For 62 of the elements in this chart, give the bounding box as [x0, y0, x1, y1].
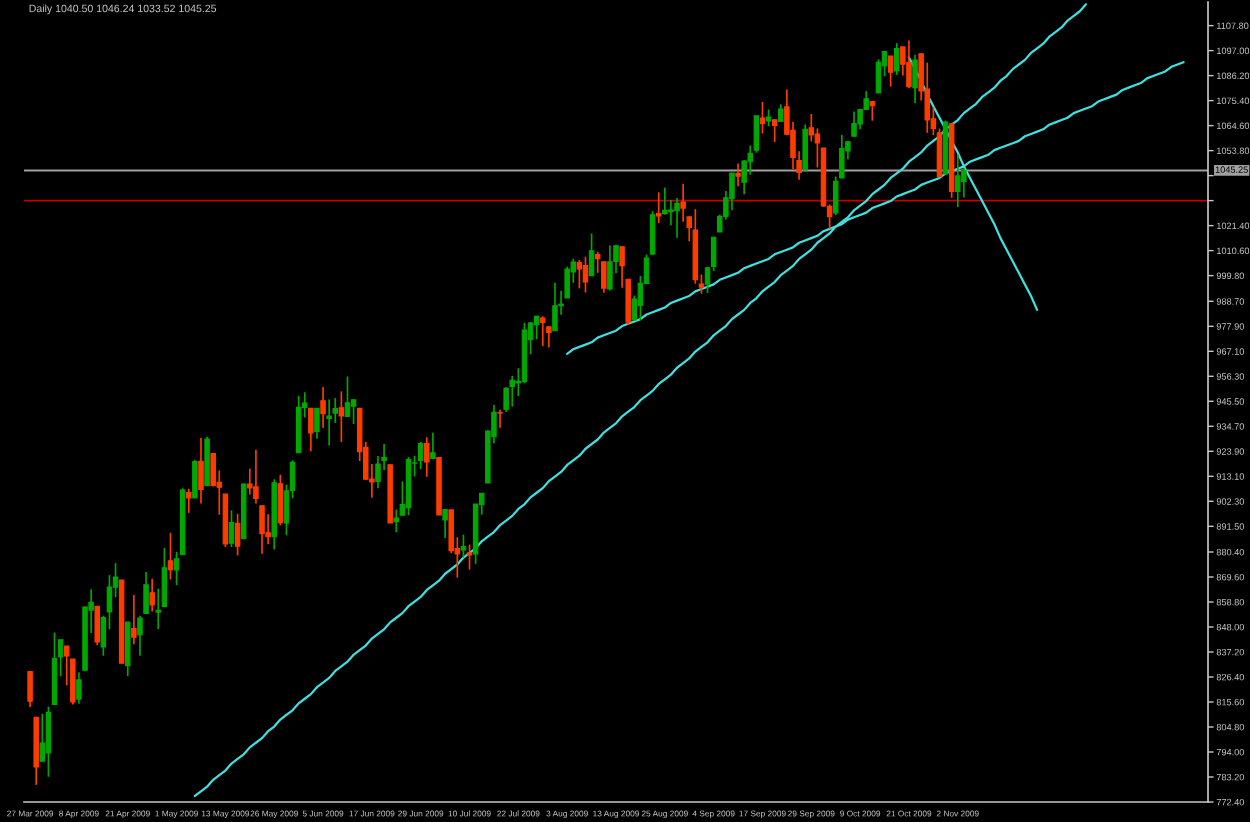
candlestick	[924, 61, 931, 134]
candlestick	[655, 191, 662, 224]
candlestick	[277, 473, 284, 527]
candlestick	[424, 436, 430, 478]
candlestick	[771, 118, 778, 143]
candlestick	[76, 671, 82, 705]
candlestick	[393, 508, 400, 534]
candlestick	[893, 42, 900, 76]
candlestick	[497, 408, 503, 429]
candlestick	[588, 232, 595, 277]
candlestick	[308, 407, 314, 453]
candlestick	[198, 437, 204, 505]
candlestick	[906, 39, 912, 89]
candlestick	[253, 448, 259, 505]
candlestick	[131, 594, 137, 645]
candlestick	[204, 435, 210, 487]
candlestick	[509, 375, 515, 408]
candlestick	[51, 631, 58, 706]
candlestick	[735, 162, 741, 188]
candlestick	[674, 197, 680, 239]
candlestick	[192, 458, 198, 499]
candlestick	[70, 658, 76, 706]
candlestick	[338, 390, 345, 443]
candlestick	[430, 431, 436, 460]
candlestick	[466, 543, 473, 571]
candlestick	[94, 605, 100, 647]
candlestick	[851, 110, 857, 138]
candlestick	[186, 487, 192, 514]
candlestick	[167, 531, 174, 581]
candlestick	[45, 705, 52, 778]
candlestick	[320, 386, 326, 429]
candlestick	[540, 315, 546, 347]
candlestick	[27, 670, 33, 708]
candlestick	[259, 504, 265, 555]
candlestick	[552, 281, 558, 332]
candlestick	[326, 398, 332, 447]
candlestick	[460, 533, 467, 559]
candlestick	[875, 58, 882, 94]
candlestick	[137, 614, 143, 657]
candlestick	[442, 508, 448, 539]
candlestick	[125, 621, 131, 677]
candlestick	[228, 509, 235, 548]
candlestick	[729, 172, 735, 212]
candlestick	[295, 395, 302, 454]
candlestick	[759, 101, 766, 135]
candlestick	[887, 55, 894, 88]
candlestick	[680, 182, 686, 223]
candlestick	[649, 210, 656, 255]
candlestick	[955, 153, 961, 208]
candlestick	[149, 578, 155, 613]
candlestick	[344, 375, 351, 418]
candlestick	[582, 255, 589, 294]
candlestick	[607, 244, 613, 292]
candlestick	[417, 441, 424, 470]
candlestick	[314, 407, 320, 440]
candlestick	[601, 260, 607, 294]
candlestick	[143, 571, 149, 615]
candlestick	[802, 123, 808, 171]
candlestick	[912, 53, 918, 104]
candlestick	[704, 266, 711, 294]
candlestick	[234, 512, 241, 557]
candlestick	[576, 259, 583, 290]
